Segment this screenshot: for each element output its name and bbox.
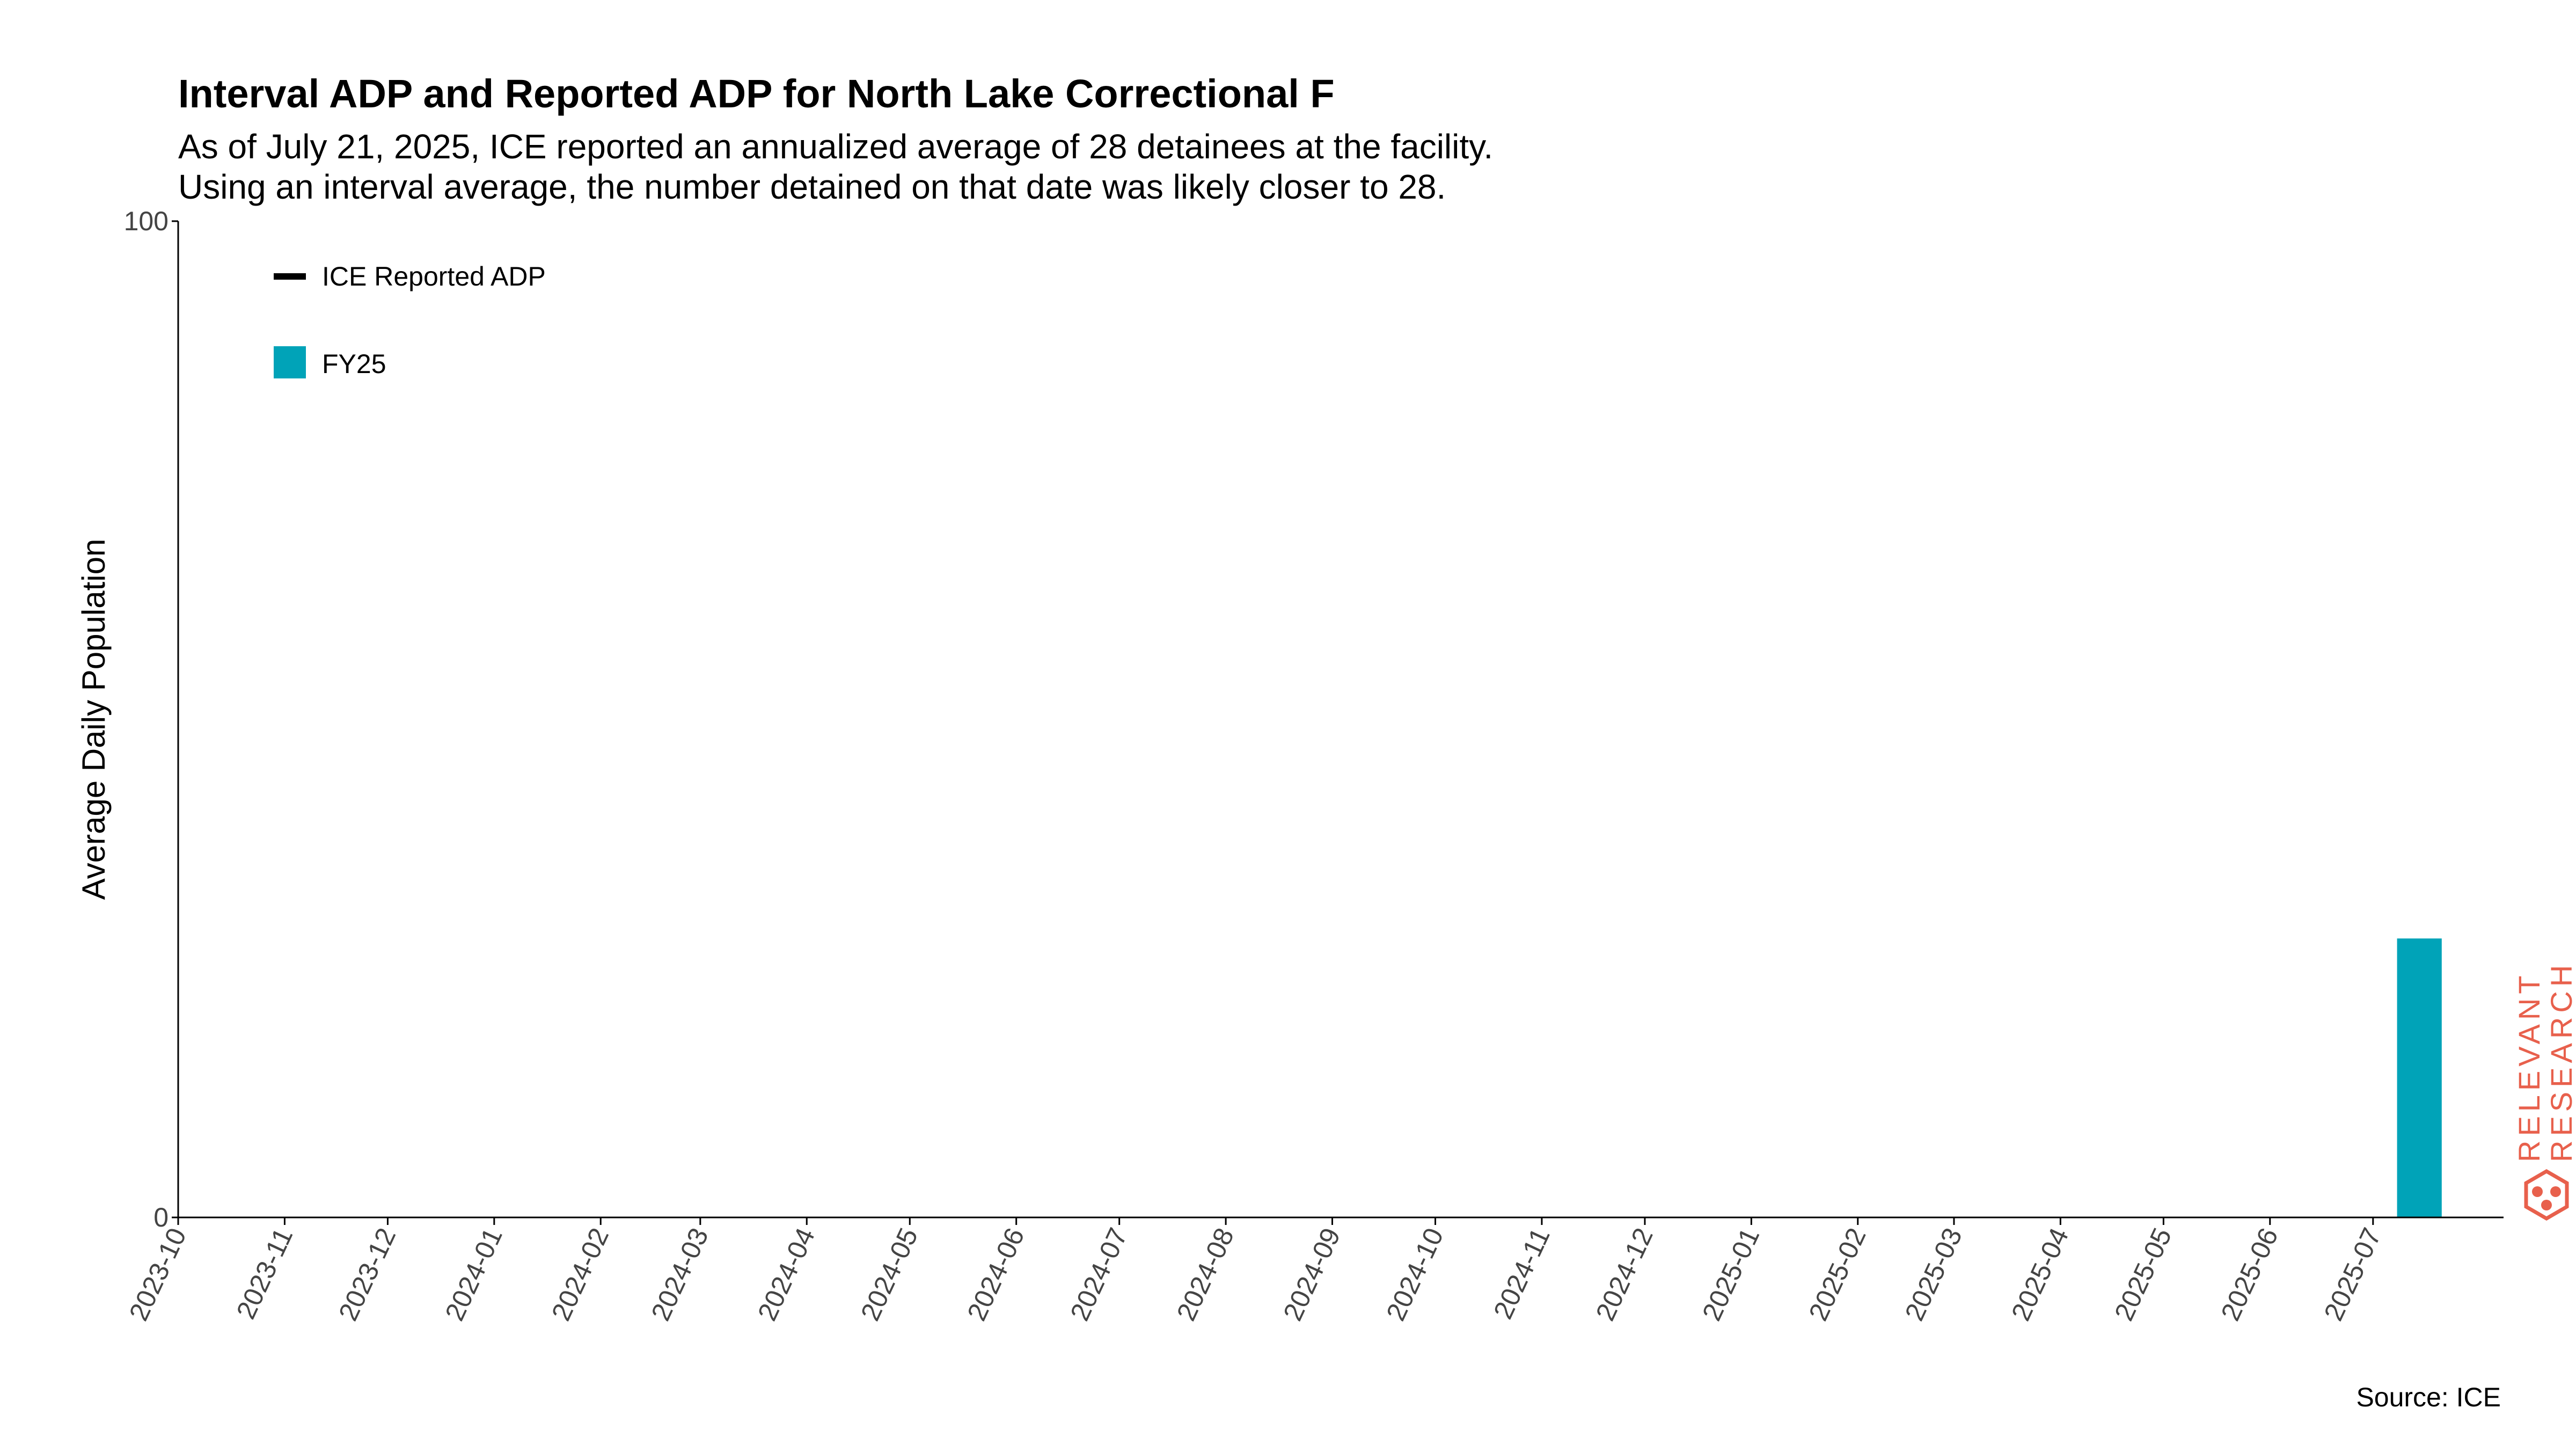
x-tick-label-21: 2025-07 — [2318, 1223, 2387, 1325]
chart-title: Interval ADP and Reported ADP for North … — [178, 71, 1335, 116]
x-tick-label-16: 2025-02 — [1803, 1223, 1871, 1325]
x-tick-label-17: 2025-03 — [1899, 1223, 1968, 1325]
brand-logo: RELEVANT RESEARCH — [2512, 961, 2576, 1221]
x-tick-label-20: 2025-06 — [2215, 1223, 2284, 1325]
x-tick-label-8: 2024-06 — [961, 1223, 1030, 1325]
x-tick-label-10: 2024-08 — [1171, 1223, 1240, 1325]
x-tick-label-4: 2024-02 — [546, 1223, 614, 1325]
x-tick-label-13: 2024-11 — [1488, 1223, 1556, 1324]
legend-swatch-fy25 — [274, 346, 306, 378]
x-tick-label-6: 2024-04 — [752, 1223, 821, 1325]
x-tick-label-11: 2024-09 — [1277, 1223, 1346, 1325]
y-tick-label-0: 0 — [153, 1202, 169, 1232]
relevant-research-logo-icon — [2524, 1169, 2569, 1221]
brand-line-research: RESEARCH — [2544, 961, 2576, 1162]
source-note: Source: ICE — [2356, 1382, 2501, 1412]
legend: ICE Reported ADP FY25 — [274, 261, 546, 379]
x-tick-label-3: 2024-01 — [439, 1223, 508, 1325]
x-tick-label-18: 2025-04 — [2006, 1223, 2074, 1325]
legend-label-reported: ICE Reported ADP — [322, 261, 546, 291]
x-tick-label-14: 2024-12 — [1590, 1223, 1659, 1325]
brand-line-relevant: RELEVANT — [2512, 972, 2546, 1162]
legend-label-fy25: FY25 — [322, 349, 386, 379]
x-tick-label-2: 2023-12 — [333, 1223, 401, 1325]
x-tick-label-0: 2023-10 — [123, 1223, 192, 1325]
bar-fy25-0 — [2397, 938, 2442, 1217]
plot-area: 0 100 2023-10 2023-11 2023-12 2024-01 2024-02 2… — [123, 206, 2504, 1325]
x-tick-label-19: 2025-05 — [2109, 1223, 2177, 1325]
y-axis-label: Average Daily Population — [76, 539, 112, 900]
x-tick-label-9: 2024-07 — [1064, 1223, 1133, 1325]
x-tick-label-12: 2024-10 — [1380, 1223, 1449, 1325]
x-tick-label-15: 2025-01 — [1696, 1223, 1765, 1325]
y-tick-label-1: 100 — [124, 206, 169, 236]
x-tick-label-1: 2023-11 — [231, 1223, 299, 1324]
x-tick-label-7: 2024-05 — [855, 1223, 924, 1325]
x-tick-label-5: 2024-03 — [646, 1223, 714, 1325]
chart-subtitle-line-1: As of July 21, 2025, ICE reported an ann… — [178, 127, 1493, 166]
chart-subtitle-line-2: Using an interval average, the number de… — [178, 167, 1446, 206]
